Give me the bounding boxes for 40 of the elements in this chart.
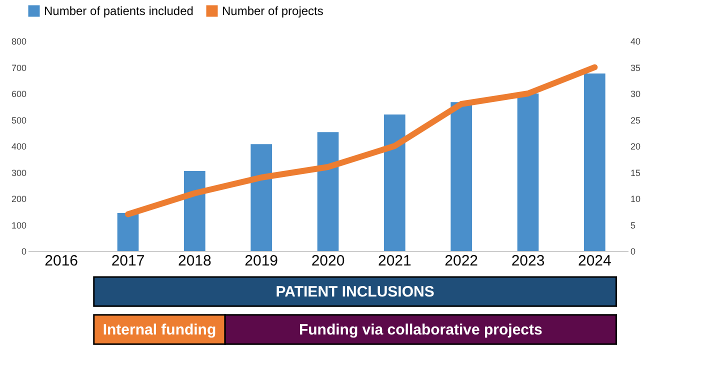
x-tick-label: 2016 [44,252,78,270]
y2-tick-label: 25 [630,115,641,126]
x-tick-label: 2017 [111,252,145,270]
y2-tick-label: 35 [630,62,641,73]
text: PATIENT INCLUSIONS [276,284,434,301]
bar [317,132,339,251]
bar [117,212,139,251]
bar [184,170,206,251]
bar [517,94,539,251]
y-tick-label: 600 [11,89,26,99]
y2-tick-label: 15 [630,168,641,178]
bar [584,74,606,251]
y2-tick-label: 30 [630,89,641,99]
legend-label: Number of patients included [44,4,194,18]
x-tick-label: 2023 [511,252,545,270]
y2-tick-label: 0 [630,246,636,256]
y-tick-label: 0 [21,246,26,256]
bar [250,144,272,251]
y2-tick-label: 40 [630,36,641,46]
text: Internal funding [102,322,216,338]
x-tick-label: 2018 [178,252,212,270]
y-tick-label: 100 [11,220,26,230]
x-tick-label: 2019 [244,252,278,270]
y2-tick-label: 5 [630,220,636,230]
y-tick-label: 800 [11,36,26,46]
y-tick-label: 500 [11,115,26,126]
bar [384,114,406,251]
x-tick-label: 2024 [578,252,612,270]
y2-tick-label: 10 [630,194,641,204]
x-tick-label: 2022 [444,252,478,270]
legend-label: Number of projects [222,4,324,18]
y-tick-label: 300 [11,168,26,178]
bar [450,102,472,251]
y2-tick-label: 20 [630,142,641,152]
x-tick-label: 2020 [311,252,345,270]
y-tick-label: 200 [11,194,26,204]
y-tick-label: 700 [11,62,26,73]
y-tick-label: 400 [11,142,26,152]
x-tick-label: 2021 [378,252,412,270]
text: Funding via collaborative projects [298,322,542,338]
